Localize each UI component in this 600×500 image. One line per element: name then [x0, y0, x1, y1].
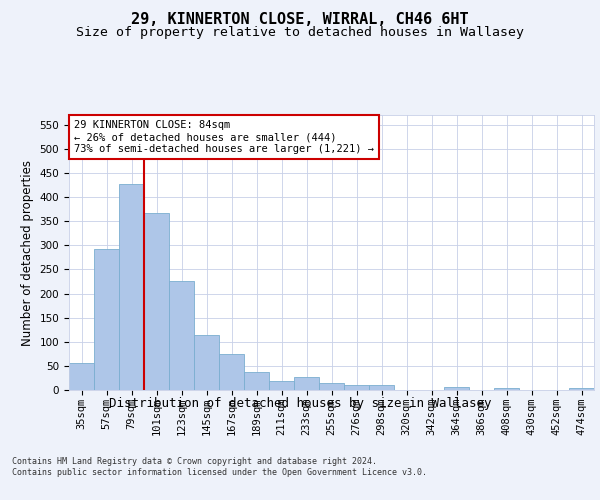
Text: Distribution of detached houses by size in Wallasey: Distribution of detached houses by size … [109, 398, 491, 410]
Bar [494, 388, 519, 390]
Text: 29, KINNERTON CLOSE, WIRRAL, CH46 6HT: 29, KINNERTON CLOSE, WIRRAL, CH46 6HT [131, 12, 469, 28]
Bar [369, 385, 394, 390]
Bar [244, 372, 269, 390]
Bar [269, 382, 294, 390]
Bar [144, 213, 169, 390]
Text: Contains HM Land Registry data © Crown copyright and database right 2024.
Contai: Contains HM Land Registry data © Crown c… [12, 458, 427, 477]
Bar [194, 336, 219, 390]
Bar [344, 385, 369, 390]
Bar [569, 388, 594, 390]
Text: 29 KINNERTON CLOSE: 84sqm
← 26% of detached houses are smaller (444)
73% of semi: 29 KINNERTON CLOSE: 84sqm ← 26% of detac… [74, 120, 374, 154]
Text: Size of property relative to detached houses in Wallasey: Size of property relative to detached ho… [76, 26, 524, 39]
Bar [294, 377, 319, 390]
Bar [319, 383, 344, 390]
Bar [69, 364, 94, 390]
Bar [119, 184, 144, 390]
Bar [94, 249, 119, 390]
Y-axis label: Number of detached properties: Number of detached properties [21, 160, 34, 346]
Bar [169, 282, 194, 390]
Bar [444, 387, 469, 390]
Bar [219, 354, 244, 390]
